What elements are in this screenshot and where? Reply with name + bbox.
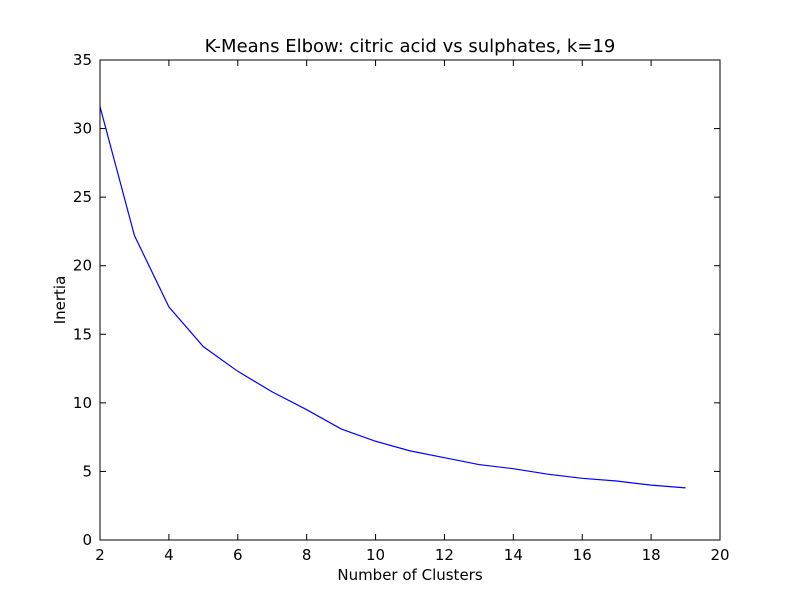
- x-axis-label: Number of Clusters: [337, 566, 482, 584]
- x-tick-label: 18: [642, 546, 661, 564]
- y-tick-label: 15: [73, 325, 92, 343]
- y-tick-label: 5: [82, 462, 92, 480]
- y-axis-label: Inertia: [51, 276, 69, 325]
- series-line: [99, 106, 686, 489]
- x-tick-label: 2: [95, 546, 105, 564]
- x-tick-label: 4: [164, 546, 174, 564]
- y-tick-label: 10: [73, 394, 92, 412]
- y-tick-label: 25: [73, 188, 92, 206]
- x-tick-label: 14: [504, 546, 523, 564]
- y-tick-label: 0: [82, 531, 92, 549]
- y-tick-label: 30: [73, 120, 92, 138]
- plot-frame: [99, 59, 721, 541]
- x-tick-label: 12: [435, 546, 454, 564]
- chart-title: K-Means Elbow: citric acid vs sulphates,…: [205, 36, 616, 57]
- x-tick-label: 20: [710, 546, 729, 564]
- x-tick-label: 10: [366, 546, 385, 564]
- y-axis: 0 5 10 15 20 25 30 35: [73, 51, 720, 549]
- x-tick-label: 16: [573, 546, 592, 564]
- y-tick-label: 20: [73, 257, 92, 275]
- x-tick-label: 6: [233, 546, 243, 564]
- series-layer: [99, 106, 686, 489]
- x-axis: 2 4 6 8 10 12 14 16 18 20: [95, 60, 730, 564]
- x-tick-label: 8: [302, 546, 312, 564]
- y-tick-label: 35: [73, 51, 92, 69]
